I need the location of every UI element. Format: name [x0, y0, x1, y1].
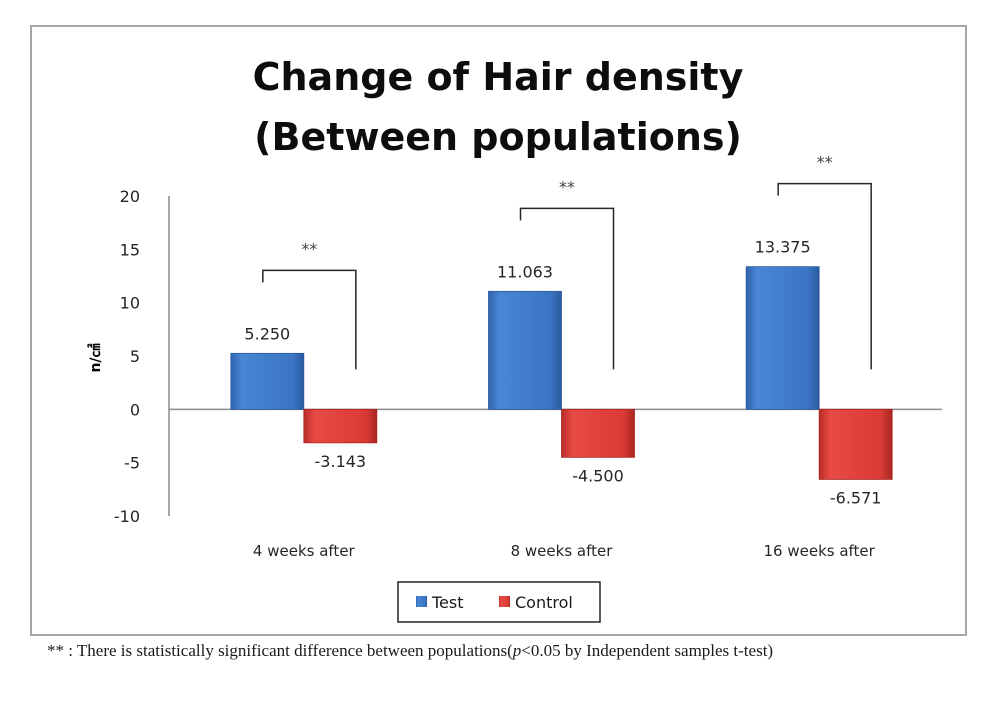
data-label-test: 11.063 — [497, 262, 553, 281]
significance-bracket — [777, 182, 872, 370]
y-tick-label: -10 — [114, 507, 140, 526]
bar-test — [745, 266, 820, 410]
bar-test — [230, 352, 305, 410]
significance-bracket — [262, 269, 357, 370]
legend-swatch-test — [416, 596, 427, 607]
data-labels: 5.250 -3.143 11.063 -4.500 13.375 -6.571 — [244, 238, 881, 508]
x-category-label: 8 weeks after — [511, 542, 614, 560]
legend-label-test: Test — [431, 593, 464, 612]
y-tick-label: -5 — [124, 454, 140, 473]
data-label-test: 13.375 — [755, 238, 811, 257]
significance-brackets: ** ** ** — [262, 153, 872, 370]
footnote-p-symbol: p — [512, 641, 522, 660]
legend-label-control: Control — [515, 593, 573, 612]
footnote: ** : There is statistically significant … — [47, 640, 957, 662]
footnote-suffix: <0.05 by Independent samples t-test) — [521, 641, 774, 660]
bar-test — [488, 290, 562, 410]
footnote-prefix: ** : There is statistically significant … — [47, 641, 513, 660]
bars — [230, 266, 893, 480]
significance-marker: ** — [559, 177, 575, 196]
bar-control — [561, 408, 635, 458]
significance-marker: ** — [301, 239, 317, 258]
significance-marker: ** — [817, 153, 833, 172]
y-axis-label: n/㎠ — [87, 343, 104, 372]
significance-bracket — [519, 207, 615, 370]
y-tick-label: 0 — [130, 400, 140, 419]
legend: Test Control — [397, 581, 601, 623]
data-label-control: -3.143 — [315, 452, 367, 471]
bar-control — [303, 408, 378, 444]
x-axis-categories: 4 weeks after 8 weeks after 16 weeks after — [253, 542, 876, 560]
bar-control — [818, 408, 893, 480]
data-label-control: -4.500 — [572, 466, 624, 485]
legend-swatch-control — [499, 596, 510, 607]
x-category-label: 16 weeks after — [763, 542, 875, 560]
y-tick-label: 5 — [130, 347, 140, 366]
data-label-control: -6.571 — [830, 488, 882, 507]
data-label-test: 5.250 — [244, 324, 290, 343]
x-category-label: 4 weeks after — [253, 542, 356, 560]
chart-title-line-1: Change of Hair density — [253, 55, 744, 99]
y-tick-label: 15 — [120, 240, 140, 259]
y-tick-label: 20 — [120, 187, 140, 206]
y-tick-label: 10 — [120, 294, 140, 313]
chart-title-line-2: (Between populations) — [254, 115, 742, 159]
